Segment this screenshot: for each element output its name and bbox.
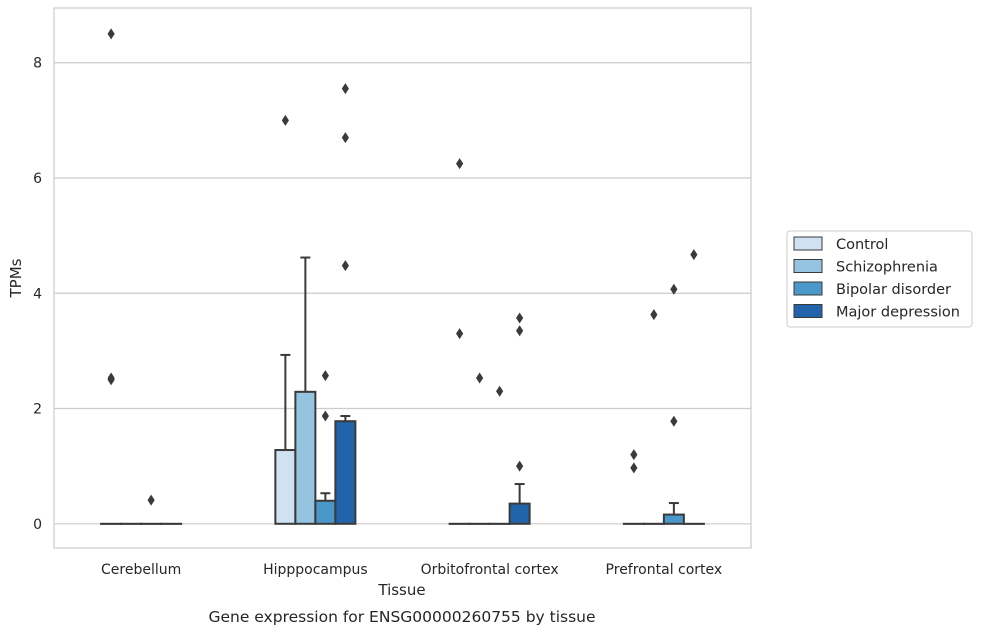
x-tick-label: Prefrontal cortex [606, 562, 723, 578]
legend-swatch [794, 282, 822, 295]
outlier-point [516, 313, 523, 324]
legend-label: Schizophrenia [836, 260, 938, 276]
outlier-point [496, 386, 503, 397]
outlier-point [630, 449, 637, 460]
bar [335, 421, 355, 524]
outlier-point [108, 372, 115, 383]
legend-swatch [794, 305, 822, 318]
outlier-point [342, 132, 349, 143]
legend-swatch [794, 260, 822, 273]
y-axis-label: TPMs [7, 258, 25, 298]
y-tick-label: 0 [33, 517, 42, 533]
outlier-point [650, 309, 657, 320]
outlier-point [322, 370, 329, 381]
outlier-point [690, 249, 697, 260]
x-axis-label: Tissue [377, 581, 425, 599]
y-tick-label: 6 [33, 171, 42, 187]
chart-caption: Gene expression for ENSG00000260755 by t… [208, 608, 595, 626]
y-tick-label: 8 [33, 56, 42, 72]
bar [295, 392, 315, 524]
outlier-point [476, 372, 483, 383]
outliers-layer [108, 28, 698, 505]
gridlines [54, 63, 751, 524]
outlier-point [456, 158, 463, 169]
legend-swatch [794, 237, 822, 250]
legend-label: Bipolar disorder [836, 282, 951, 298]
plot-area-frame [54, 8, 751, 548]
outlier-point [670, 416, 677, 427]
bar [275, 450, 295, 524]
outlier-point [342, 260, 349, 271]
x-tick-label: Cerebellum [101, 562, 181, 578]
x-tick-label: Orbitofrontal cortex [421, 562, 559, 578]
x-tick-labels: Cerebellum Hipppocampus Orbitofrontal cort… [101, 562, 722, 578]
outlier-point [148, 495, 155, 506]
bars-layer [101, 392, 704, 524]
outlier-point [456, 328, 463, 339]
bar [315, 501, 335, 524]
y-tick-label: 4 [33, 286, 42, 302]
outlier-point [342, 83, 349, 94]
bar [510, 504, 530, 524]
outlier-point [516, 461, 523, 472]
bar [664, 515, 684, 524]
y-tick-labels: 0 2 4 6 8 [33, 56, 42, 533]
outlier-point [322, 411, 329, 422]
legend-label: Control [836, 237, 888, 253]
legend: Control Schizophrenia Bipolar disorder Majo… [787, 231, 972, 327]
outlier-point [516, 325, 523, 336]
outlier-point [282, 115, 289, 126]
x-tick-label: Hipppocampus [263, 562, 368, 578]
y-tick-label: 2 [33, 402, 42, 418]
outlier-point [108, 28, 115, 39]
outlier-point [630, 462, 637, 473]
legend-label: Major depression [836, 305, 960, 321]
